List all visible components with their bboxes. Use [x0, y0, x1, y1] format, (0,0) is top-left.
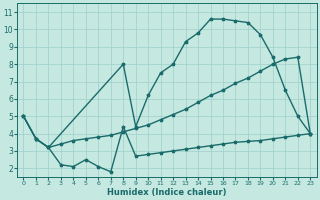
- X-axis label: Humidex (Indice chaleur): Humidex (Indice chaleur): [107, 188, 227, 197]
